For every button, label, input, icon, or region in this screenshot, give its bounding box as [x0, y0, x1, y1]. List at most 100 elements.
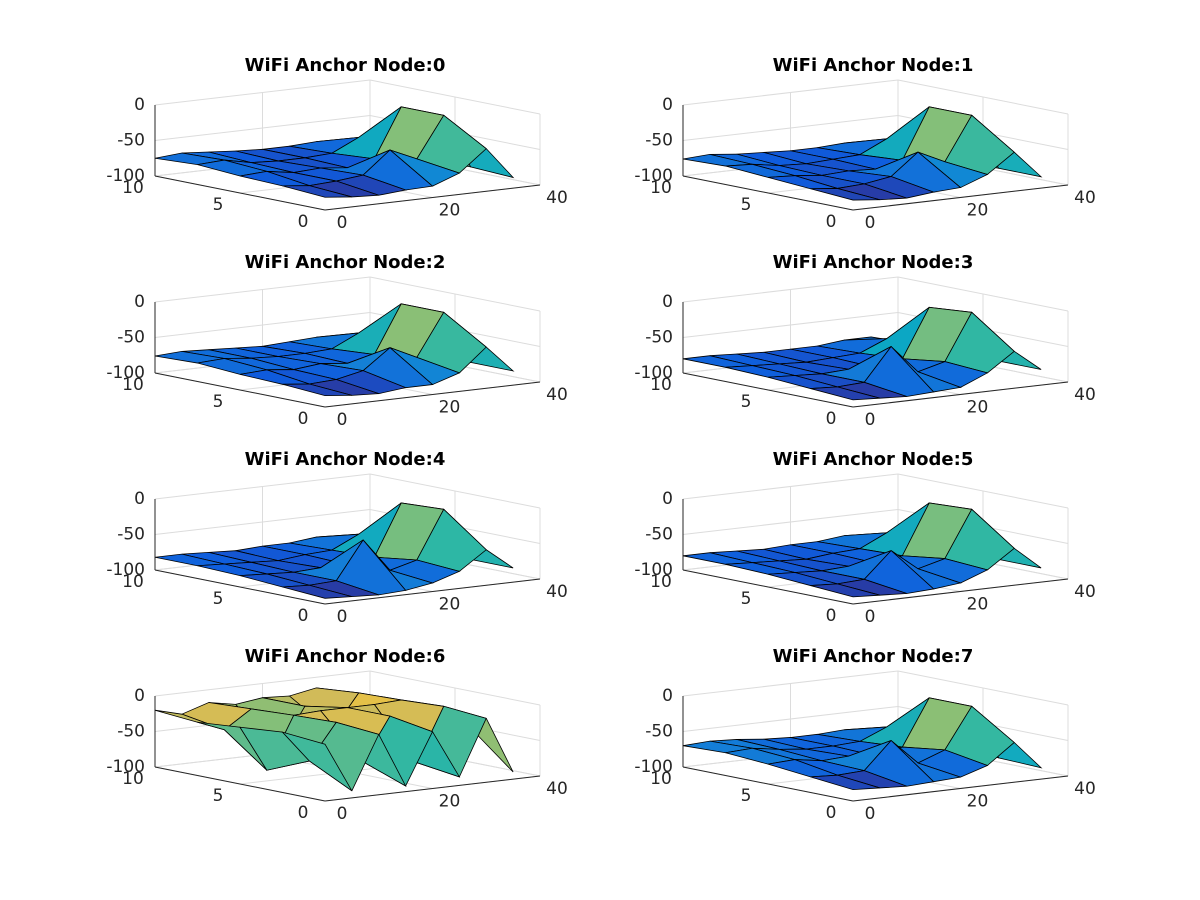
z-tick-label: -50	[645, 328, 673, 348]
surface-patch	[281, 731, 353, 792]
y-tick-label: 5	[213, 195, 224, 215]
y-tick-label: 5	[741, 786, 752, 806]
grid-line	[369, 276, 541, 312]
y-tick-label: 0	[826, 409, 837, 429]
axis-line	[154, 766, 326, 802]
grid-line	[369, 670, 541, 706]
axis-line	[154, 569, 326, 605]
y-tick-label: 0	[826, 606, 837, 626]
z-tick-label: -50	[117, 328, 145, 348]
x-tick-label: 0	[865, 213, 876, 233]
x-tick-label: 20	[967, 398, 989, 418]
grid-line	[154, 79, 371, 106]
grid-line	[682, 706, 899, 732]
z-tick-label: -100	[106, 166, 145, 186]
surface-patch	[282, 185, 352, 198]
chart-title: WiFi Anchor Node:2	[245, 252, 446, 273]
grid-line	[154, 473, 371, 500]
z-tick-label: -50	[645, 525, 673, 545]
y-tick-label: 5	[741, 195, 752, 215]
axis-line	[682, 175, 854, 211]
x-tick-label: 0	[865, 804, 876, 824]
x-tick-label: 20	[439, 201, 461, 221]
x-tick-label: 40	[1074, 779, 1096, 799]
grid-line	[682, 312, 899, 338]
axis-line	[682, 569, 854, 605]
grid-line	[682, 79, 899, 106]
y-tick-label: 0	[298, 803, 309, 823]
z-tick-label: 0	[134, 95, 145, 115]
subplot: WiFi Anchor Node:5 0 20 40 0 5 10-100 -50 0	[634, 449, 1095, 627]
grid-line	[154, 276, 371, 303]
grid-line	[154, 670, 371, 697]
x-tick-label: 0	[865, 607, 876, 627]
chart-title: WiFi Anchor Node:4	[245, 449, 446, 470]
axis-line	[852, 184, 1069, 211]
subplot: WiFi Anchor Node:6 0 20 40 0 5 10-100 -50 0	[106, 646, 567, 824]
z-tick-label: -50	[117, 525, 145, 545]
chart-title: WiFi Anchor Node:7	[773, 646, 974, 667]
y-tick-label: 0	[298, 409, 309, 429]
grid-line	[369, 79, 541, 115]
chart-title: WiFi Anchor Node:1	[773, 55, 974, 76]
y-tick-label: 10	[650, 178, 672, 198]
z-tick-label: -100	[106, 363, 145, 383]
x-tick-label: 40	[546, 385, 568, 405]
y-tick-label: 10	[122, 375, 144, 395]
x-tick-label: 20	[967, 792, 989, 812]
grid-line	[682, 509, 899, 535]
axis-line	[154, 175, 326, 211]
subplot: WiFi Anchor Node:3 0 20 40 0 5 10-100 -50 0	[634, 252, 1095, 430]
z-tick-label: 0	[662, 489, 673, 509]
surface-patch	[810, 188, 880, 201]
x-tick-label: 40	[1074, 385, 1096, 405]
y-tick-label: 0	[298, 606, 309, 626]
axis-line	[154, 372, 326, 408]
x-tick-label: 20	[439, 595, 461, 615]
axis-line	[852, 775, 1069, 802]
grid-line	[154, 115, 371, 141]
z-tick-label: 0	[662, 95, 673, 115]
z-tick-label: -50	[117, 131, 145, 151]
z-tick-label: -100	[634, 757, 673, 777]
grid-line	[897, 276, 1069, 312]
x-tick-label: 40	[546, 188, 568, 208]
y-tick-label: 10	[122, 572, 144, 592]
x-tick-label: 40	[1074, 188, 1096, 208]
x-tick-label: 20	[439, 398, 461, 418]
x-tick-label: 0	[337, 410, 348, 430]
x-tick-label: 0	[337, 804, 348, 824]
y-tick-label: 5	[741, 392, 752, 412]
x-tick-label: 40	[546, 582, 568, 602]
grid-line	[682, 473, 899, 500]
z-tick-label: 0	[134, 292, 145, 312]
y-tick-label: 10	[650, 572, 672, 592]
y-tick-label: 0	[298, 212, 309, 232]
axis-line	[324, 381, 541, 408]
grid-line	[154, 509, 371, 535]
surface-patch	[282, 584, 352, 599]
z-tick-label: -100	[106, 757, 145, 777]
subplot: WiFi Anchor Node:0 0 20 40 0 5 10-100 -50 0	[106, 55, 567, 233]
z-tick-label: -50	[117, 722, 145, 742]
z-tick-label: 0	[134, 686, 145, 706]
z-tick-label: 0	[134, 489, 145, 509]
y-tick-label: 5	[213, 392, 224, 412]
chart-title: WiFi Anchor Node:6	[245, 646, 446, 667]
y-tick-label: 10	[650, 769, 672, 789]
surface-patch	[810, 386, 880, 401]
grid-line	[897, 79, 1069, 115]
y-tick-label: 5	[213, 786, 224, 806]
z-tick-label: -50	[645, 131, 673, 151]
x-tick-label: 0	[337, 213, 348, 233]
axis-line	[324, 578, 541, 605]
axis-line	[682, 372, 854, 408]
surface-patch	[810, 583, 880, 598]
grid-line	[897, 670, 1069, 706]
axis-line	[324, 775, 541, 802]
x-tick-label: 40	[546, 779, 568, 799]
x-tick-label: 0	[337, 607, 348, 627]
z-tick-label: -100	[634, 363, 673, 383]
axis-line	[682, 766, 854, 802]
